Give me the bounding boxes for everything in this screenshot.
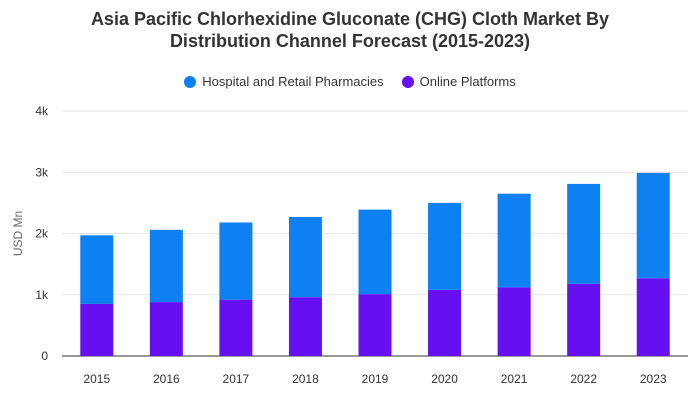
bar-hospital-retail-2016[interactable] xyxy=(149,229,183,303)
y-tick-label: 4k xyxy=(35,104,49,118)
chart-title: Asia Pacific Chlorhexidine Gluconate (CH… xyxy=(0,8,700,52)
y-axis-label: USD Mn xyxy=(11,211,25,256)
legend-label-online-platforms: Online Platforms xyxy=(419,74,516,89)
bar-hospital-retail-2018[interactable] xyxy=(288,216,322,298)
legend-label-hospital-retail: Hospital and Retail Pharmacies xyxy=(202,74,384,89)
x-tick-label: 2020 xyxy=(431,372,458,386)
bar-online-platforms-2017[interactable] xyxy=(219,299,253,356)
x-tick-label: 2017 xyxy=(223,372,250,386)
bar-hospital-retail-2015[interactable] xyxy=(80,235,114,304)
chart-title-line-2: Distribution Channel Forecast (2015-2023… xyxy=(169,31,531,51)
bar-hospital-retail-2020[interactable] xyxy=(428,202,462,290)
bar-hospital-retail-2023[interactable] xyxy=(636,172,670,279)
chart-legend: Hospital and Retail Pharmacies Online Pl… xyxy=(0,74,700,89)
bar-online-platforms-2016[interactable] xyxy=(149,302,183,356)
y-tick-label: 0 xyxy=(41,349,48,363)
legend-item-hospital-retail[interactable]: Hospital and Retail Pharmacies xyxy=(184,74,384,89)
legend-swatch-hospital-retail xyxy=(184,75,197,88)
bar-hospital-retail-2019[interactable] xyxy=(358,209,392,295)
bar-online-platforms-2019[interactable] xyxy=(358,294,392,356)
bar-online-platforms-2021[interactable] xyxy=(497,287,531,356)
chart-title-line-1: Asia Pacific Chlorhexidine Gluconate (CH… xyxy=(90,9,610,29)
legend-item-online-platforms[interactable]: Online Platforms xyxy=(401,74,516,89)
bar-online-platforms-2020[interactable] xyxy=(428,289,462,356)
x-tick-label: 2021 xyxy=(501,372,528,386)
y-tick-label: 3k xyxy=(35,165,49,179)
x-tick-label: 2023 xyxy=(640,372,667,386)
bar-online-platforms-2015[interactable] xyxy=(80,303,114,356)
x-tick-label: 2015 xyxy=(83,372,110,386)
bar-online-platforms-2018[interactable] xyxy=(288,297,322,356)
x-tick-label: 2018 xyxy=(292,372,319,386)
bar-hospital-retail-2021[interactable] xyxy=(497,193,531,288)
bar-hospital-retail-2017[interactable] xyxy=(219,222,253,300)
x-tick-label: 2022 xyxy=(570,372,597,386)
x-tick-label: 2019 xyxy=(362,372,389,386)
y-tick-label: 2k xyxy=(35,227,49,241)
legend-swatch-online-platforms xyxy=(401,75,414,88)
bar-online-platforms-2023[interactable] xyxy=(636,278,670,356)
x-tick-label: 2016 xyxy=(153,372,180,386)
bar-online-platforms-2022[interactable] xyxy=(567,283,601,356)
y-tick-label: 1k xyxy=(35,288,49,302)
bar-hospital-retail-2022[interactable] xyxy=(567,183,601,284)
